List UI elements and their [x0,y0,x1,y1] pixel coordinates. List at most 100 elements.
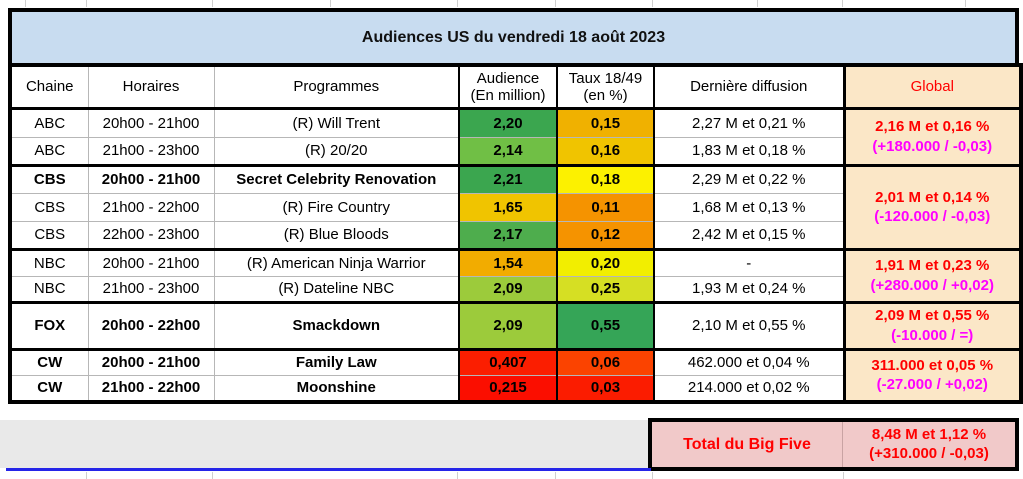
cell-chain[interactable]: ABC [9,107,89,138]
cell-horaires[interactable]: 22h00 - 23h00 [87,220,215,250]
cell-chain[interactable]: NBC [9,247,89,277]
total-big-five-row: Total du Big Five 8,48 M et 1,12 % (+310… [648,418,1019,471]
cell-chain[interactable]: FOX [9,300,89,350]
cell-taux[interactable]: 0,55 [556,300,655,350]
cell-audience[interactable]: 2,09 [458,300,558,350]
cell-audience[interactable]: 1,54 [458,247,558,277]
gridline [212,0,213,7]
header-row: Chaine Horaires Programmes Audience (En … [9,64,1022,110]
cell-global-cw[interactable]: 311.000 et 0,05 % (-27.000 / +0,02) [842,347,1022,403]
cell-chain[interactable]: CBS [9,192,89,222]
gridline [843,472,844,479]
total-label-cell[interactable]: Total du Big Five [652,422,843,467]
row-cbs-secret-celebrity: CBS 20h00 - 21h00 Secret Celebrity Renov… [9,163,1022,250]
gridline [457,472,458,479]
cell-horaires[interactable]: 20h00 - 21h00 [87,107,215,138]
col-header-audience[interactable]: Audience (En million) [458,64,558,110]
col-header-horaires[interactable]: Horaires [87,64,215,110]
gridline [652,472,653,479]
row-abc-2020: ABC 21h00 - 23h00 (R) 20/20 2,14 0,16 1,… [9,136,1021,166]
total-value-cell[interactable]: 8,48 M et 1,12 % (+310.000 / -0,03) [869,425,989,462]
cell-derniere[interactable]: 2,27 M et 0,21 % [653,107,846,138]
col-header-global[interactable]: Global [842,64,1022,110]
cell-audience[interactable]: 2,17 [458,220,558,250]
cell-global-abc[interactable]: 2,16 M et 0,16 % (+180.000 / -0,03) [842,107,1022,166]
cell-audience[interactable]: 1,65 [458,192,558,222]
cell-horaires[interactable]: 21h00 - 22h00 [87,374,215,403]
cell-programme[interactable]: Family Law [213,347,460,376]
cell-horaires[interactable]: 21h00 - 22h00 [87,192,215,222]
cell-audience[interactable]: 2,14 [458,136,558,166]
row-cbs-blue-bloods: CBS 22h00 - 23h00 (R) Blue Bloods 2,17 0… [9,220,1021,250]
cell-taux[interactable]: 0,25 [556,275,655,303]
cell-horaires[interactable]: 20h00 - 21h00 [87,247,215,277]
cell-derniere[interactable]: 462.000 et 0,04 % [653,347,846,376]
cell-derniere[interactable]: 1,93 M et 0,24 % [653,275,846,303]
col-header-chaine[interactable]: Chaine [9,64,89,110]
cell-audience[interactable]: 2,09 [458,275,558,303]
gridline [86,0,87,7]
cell-taux[interactable]: 0,18 [556,163,655,194]
cell-global-cbs[interactable]: 2,01 M et 0,14 % (-120.000 / -0,03) [842,163,1022,250]
cell-audience[interactable]: 0,215 [458,374,558,403]
cell-derniere[interactable]: 1,83 M et 0,18 % [653,136,846,166]
row-cw-moonshine: CW 21h00 - 22h00 Moonshine 0,215 0,03 21… [9,374,1021,403]
col-header-taux[interactable]: Taux 18/49 (en %) [556,64,655,110]
gridline [330,0,331,7]
cell-taux[interactable]: 0,06 [556,347,655,376]
cell-global-nbc[interactable]: 1,91 M et 0,23 % (+280.000 / +0,02) [842,247,1022,303]
cell-derniere[interactable]: 2,29 M et 0,22 % [653,163,846,194]
gridline [555,472,556,479]
cell-taux[interactable]: 0,12 [556,220,655,250]
audience-table: Chaine Horaires Programmes Audience (En … [8,63,1023,404]
cell-taux[interactable]: 0,11 [556,192,655,222]
table-title[interactable]: Audiences US du vendredi 18 août 2023 [8,8,1019,63]
cell-derniere[interactable]: 2,10 M et 0,55 % [653,300,846,350]
cell-audience[interactable]: 2,20 [458,107,558,138]
cell-programme[interactable]: (R) 20/20 [213,136,460,166]
cell-horaires[interactable]: 21h00 - 23h00 [87,275,215,303]
cell-global-fox[interactable]: 2,09 M et 0,55 % (-10.000 / =) [842,300,1022,350]
cell-taux[interactable]: 0,16 [556,136,655,166]
cell-taux[interactable]: 0,15 [556,107,655,138]
cell-horaires[interactable]: 21h00 - 23h00 [87,136,215,166]
cell-horaires[interactable]: 20h00 - 21h00 [87,347,215,376]
cell-chain[interactable]: CBS [9,163,89,194]
gridline [965,0,966,7]
cell-chain[interactable]: CW [9,374,89,403]
row-nbc-dateline: NBC 21h00 - 23h00 (R) Dateline NBC 2,09 … [9,275,1021,303]
cell-programme[interactable]: Secret Celebrity Renovation [213,163,460,194]
cell-programme[interactable]: (R) American Ninja Warrior [213,247,460,277]
cell-taux[interactable]: 0,20 [556,247,655,277]
cell-horaires[interactable]: 20h00 - 22h00 [87,300,215,350]
cell-horaires[interactable]: 20h00 - 21h00 [87,163,215,194]
cell-programme[interactable]: (R) Dateline NBC [213,275,460,303]
cell-derniere[interactable]: - [653,247,846,277]
cell-chain[interactable]: CW [9,347,89,376]
col-header-derniere[interactable]: Dernière diffusion [653,64,846,110]
cell-programme[interactable]: Moonshine [213,374,460,403]
cell-derniere[interactable]: 214.000 et 0,02 % [653,374,846,403]
gridline [842,0,843,7]
gridline [652,0,653,7]
cell-programme[interactable]: (R) Will Trent [213,107,460,138]
row-cbs-fire-country: CBS 21h00 - 22h00 (R) Fire Country 1,65 … [9,192,1021,222]
cell-programme[interactable]: Smackdown [213,300,460,350]
cell-audience[interactable]: 2,21 [458,163,558,194]
sheet-background [0,420,648,468]
gridline [757,0,758,7]
cell-audience[interactable]: 0,407 [458,347,558,376]
cell-programme[interactable]: (R) Blue Bloods [213,220,460,250]
cell-chain[interactable]: NBC [9,275,89,303]
row-fox-smackdown: FOX 20h00 - 22h00 Smackdown 2,09 0,55 2,… [9,300,1022,350]
cell-programme[interactable]: (R) Fire Country [213,192,460,222]
row-nbc-ninja-warrior: NBC 20h00 - 21h00 (R) American Ninja War… [9,247,1022,303]
cell-derniere[interactable]: 2,42 M et 0,15 % [653,220,846,250]
cell-chain[interactable]: CBS [9,220,89,250]
cell-derniere[interactable]: 1,68 M et 0,13 % [653,192,846,222]
cell-chain[interactable]: ABC [9,136,89,166]
cell-taux[interactable]: 0,03 [556,374,655,403]
col-header-programmes[interactable]: Programmes [213,64,460,110]
row-cw-family-law: CW 20h00 - 21h00 Family Law 0,407 0,06 4… [9,347,1022,403]
